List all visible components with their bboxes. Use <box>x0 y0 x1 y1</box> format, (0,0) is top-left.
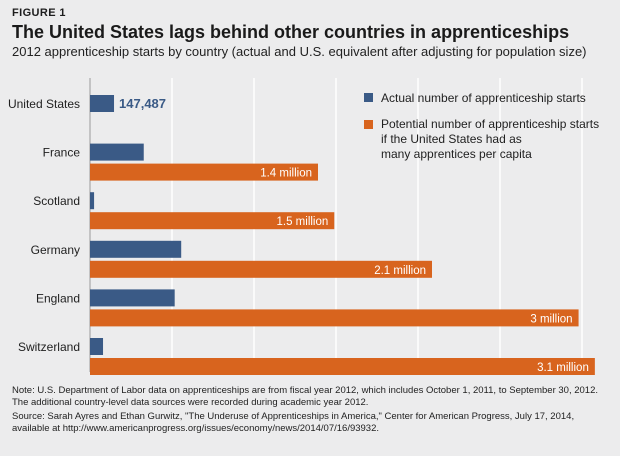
category-label: Scotland <box>33 194 80 208</box>
bar-potential <box>90 309 579 327</box>
bars: 147,487 1.4 million 1.5 million 2.1 million… <box>90 95 595 375</box>
bar-chart: 147,487 1.4 million 1.5 million 2.1 million… <box>8 78 602 375</box>
category-label: Germany <box>31 243 80 257</box>
category-label: France <box>43 146 81 160</box>
category-label: Switzerland <box>18 340 80 354</box>
note-text: Note: U.S. Department of Labor data on a… <box>12 385 598 408</box>
bar-actual <box>90 192 95 210</box>
legend: Actual number of apprenticeship starts P… <box>364 91 602 161</box>
chart-subtitle: 2012 apprenticeship starts by country (a… <box>12 44 587 59</box>
bar-potential <box>90 163 318 181</box>
bar-actual <box>90 143 144 161</box>
legend-swatch-actual <box>364 93 373 102</box>
data-label-potential: 2.1 million <box>374 265 426 277</box>
data-label-actual: 147,487 <box>119 96 166 111</box>
bar-potential <box>90 212 335 230</box>
legend-label-actual: Actual number of apprenticeship starts <box>381 91 586 105</box>
source-text: Source: Sarah Ayres and Ethan Gurwitz, "… <box>12 411 575 434</box>
bar-actual <box>90 289 175 307</box>
bar-actual <box>90 240 182 258</box>
chart-title: The United States lags behind other coun… <box>12 22 570 42</box>
data-label-potential: 3 million <box>530 313 572 325</box>
notes: Note: U.S. Department of Labor data on a… <box>12 385 612 437</box>
bar-actual <box>90 95 115 112</box>
category-label: United States <box>8 97 80 111</box>
legend-label-potential: Potential number of apprenticeship start… <box>381 117 602 161</box>
bar-actual <box>90 338 104 355</box>
figure-label: FIGURE 1 <box>12 7 66 19</box>
category-labels: United States France Scotland Germany Englan… <box>8 97 80 354</box>
data-label-potential: 1.5 million <box>277 216 329 228</box>
data-label-potential: 3.1 million <box>537 362 589 374</box>
bar-potential <box>90 358 595 375</box>
data-label-potential: 1.4 million <box>260 168 312 180</box>
category-label: England <box>36 291 80 305</box>
bar-potential <box>90 260 432 278</box>
legend-swatch-potential <box>364 120 373 129</box>
